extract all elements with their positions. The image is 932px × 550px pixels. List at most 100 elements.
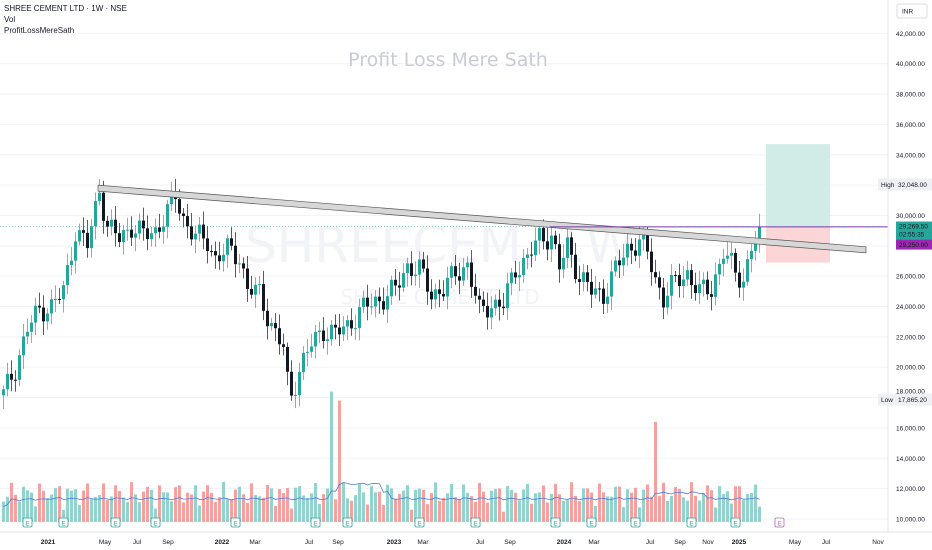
candle-up	[302, 352, 305, 372]
custom-indicator-label[interactable]: ProfitLossMereSath	[4, 26, 75, 35]
countdown-value: 02:55:35	[899, 232, 925, 239]
candle-up	[50, 299, 53, 314]
volume-bar	[90, 499, 93, 523]
price-tick-label: 34,000.00	[896, 152, 925, 159]
candle-down	[598, 288, 601, 290]
volume-bar	[754, 484, 757, 523]
volume-bar	[370, 486, 373, 523]
high-tag: High	[881, 182, 895, 189]
earnings-marker-label: E	[633, 521, 638, 528]
volume-bar	[494, 488, 497, 523]
candle-down	[734, 252, 737, 273]
candle-up	[294, 395, 297, 397]
volume-bar	[558, 494, 561, 523]
volume-bar	[714, 507, 717, 523]
earnings-marker-label: E	[689, 521, 694, 528]
volume-bar	[726, 491, 729, 523]
volume-bar	[46, 498, 49, 523]
earnings-marker	[150, 517, 161, 528]
candle-down	[142, 220, 145, 229]
candle-up	[742, 281, 745, 288]
earnings-marker-label: E	[61, 521, 66, 528]
earnings-marker	[630, 517, 641, 528]
volume-bar	[678, 489, 681, 523]
price-tick-label: 30,000.00	[896, 213, 925, 220]
price-tick-label: 22,000.00	[896, 334, 925, 341]
candle-up	[30, 322, 33, 332]
volume-bar	[18, 501, 21, 523]
candle-down	[42, 307, 45, 322]
candle-down	[242, 263, 245, 269]
chart-symbol-title[interactable]: SHREE CEMENT LTD · 1W · NSE	[4, 4, 127, 13]
volume-bar	[514, 492, 517, 523]
candle-down	[366, 297, 369, 307]
volume-bar	[334, 499, 337, 523]
volume-bar	[138, 502, 141, 523]
candle-down	[86, 232, 89, 249]
volume-bar	[62, 509, 65, 523]
price-tick-label: 42,000.00	[896, 31, 925, 38]
volume-bar	[746, 493, 749, 523]
earnings-marker-label: E	[113, 521, 118, 528]
candle-up	[226, 238, 229, 255]
volume-bar	[154, 508, 157, 523]
current-price-value: 29,269.50	[899, 224, 928, 231]
volume-bar	[210, 492, 213, 523]
volume-bar	[598, 483, 601, 523]
time-tick-label: 2021	[41, 539, 56, 546]
candle-up	[310, 346, 313, 352]
volume-bar	[526, 483, 529, 523]
candle-up	[722, 258, 725, 264]
candle-down	[394, 279, 397, 286]
time-tick-label: Jul	[476, 539, 485, 546]
volume-bar	[234, 489, 237, 523]
candle-up	[62, 285, 65, 300]
volume-bar	[246, 502, 249, 523]
candle-down	[558, 244, 561, 270]
volume-bar	[338, 400, 341, 523]
current-price-tag	[896, 221, 932, 240]
candle-up	[138, 220, 141, 234]
earnings-marker	[586, 517, 597, 528]
volume-bar	[758, 506, 761, 523]
volume-bar	[22, 486, 25, 523]
candle-down	[186, 216, 189, 227]
volume-bar	[202, 491, 205, 523]
price-tick-label: 26,000.00	[896, 274, 925, 281]
time-tick-label: Nov	[702, 539, 714, 546]
volume-bar	[382, 504, 385, 523]
candle-down	[474, 286, 477, 296]
earnings-marker-label: E	[777, 521, 782, 528]
volume-bar	[54, 488, 57, 523]
low-value: 17,865.20	[898, 397, 927, 404]
volume-indicator-label[interactable]: Vol	[4, 15, 16, 24]
candle-down	[158, 227, 161, 232]
candle-up	[682, 279, 685, 287]
volume-bar	[274, 505, 277, 523]
candle-up	[526, 254, 529, 258]
entry-price-value: 29,250.00	[899, 242, 928, 249]
currency-label: INR	[902, 9, 914, 16]
candle-down	[266, 310, 269, 327]
candle-down	[650, 251, 653, 273]
candle-up	[614, 260, 617, 272]
volume-bar	[254, 494, 257, 523]
candle-up	[166, 204, 169, 227]
volume-bar	[266, 484, 269, 523]
earnings-marker	[310, 517, 321, 528]
volume-bar	[366, 504, 369, 523]
candle-up	[626, 243, 629, 258]
candle-down	[82, 230, 85, 233]
candle-up	[522, 257, 525, 276]
time-tick-label: May	[789, 539, 802, 546]
profit-target-zone	[766, 144, 830, 227]
earnings-marker	[110, 517, 121, 528]
candle-down	[486, 305, 489, 318]
volume-bar	[106, 499, 109, 523]
volume-bar	[646, 484, 649, 523]
volume-bar	[402, 490, 405, 523]
volume-bar	[322, 494, 325, 523]
volume-bar	[410, 509, 413, 523]
candle-up	[506, 283, 509, 309]
